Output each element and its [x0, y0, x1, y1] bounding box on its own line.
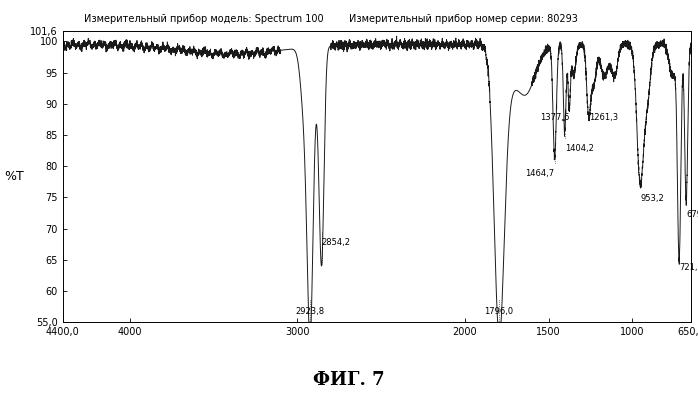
Text: 1404,2: 1404,2	[565, 144, 593, 153]
Text: 1261,3: 1261,3	[588, 113, 618, 122]
Text: 1377,6: 1377,6	[540, 113, 569, 122]
Text: 679,5: 679,5	[686, 210, 698, 219]
Text: Измерительный прибор номер серии: 80293: Измерительный прибор номер серии: 80293	[349, 14, 578, 24]
Text: 1796,0: 1796,0	[484, 307, 514, 316]
Text: 1464,7: 1464,7	[526, 169, 554, 178]
Text: 721,0: 721,0	[679, 263, 698, 272]
Text: 2854,2: 2854,2	[322, 238, 351, 247]
Y-axis label: %T: %T	[3, 170, 24, 184]
Text: ФИГ. 7: ФИГ. 7	[313, 371, 385, 389]
Text: 953,2: 953,2	[640, 194, 664, 203]
Text: Измерительный прибор модель: Spectrum 100: Измерительный прибор модель: Spectrum 10…	[84, 14, 323, 24]
Text: 2923,8: 2923,8	[295, 307, 325, 316]
